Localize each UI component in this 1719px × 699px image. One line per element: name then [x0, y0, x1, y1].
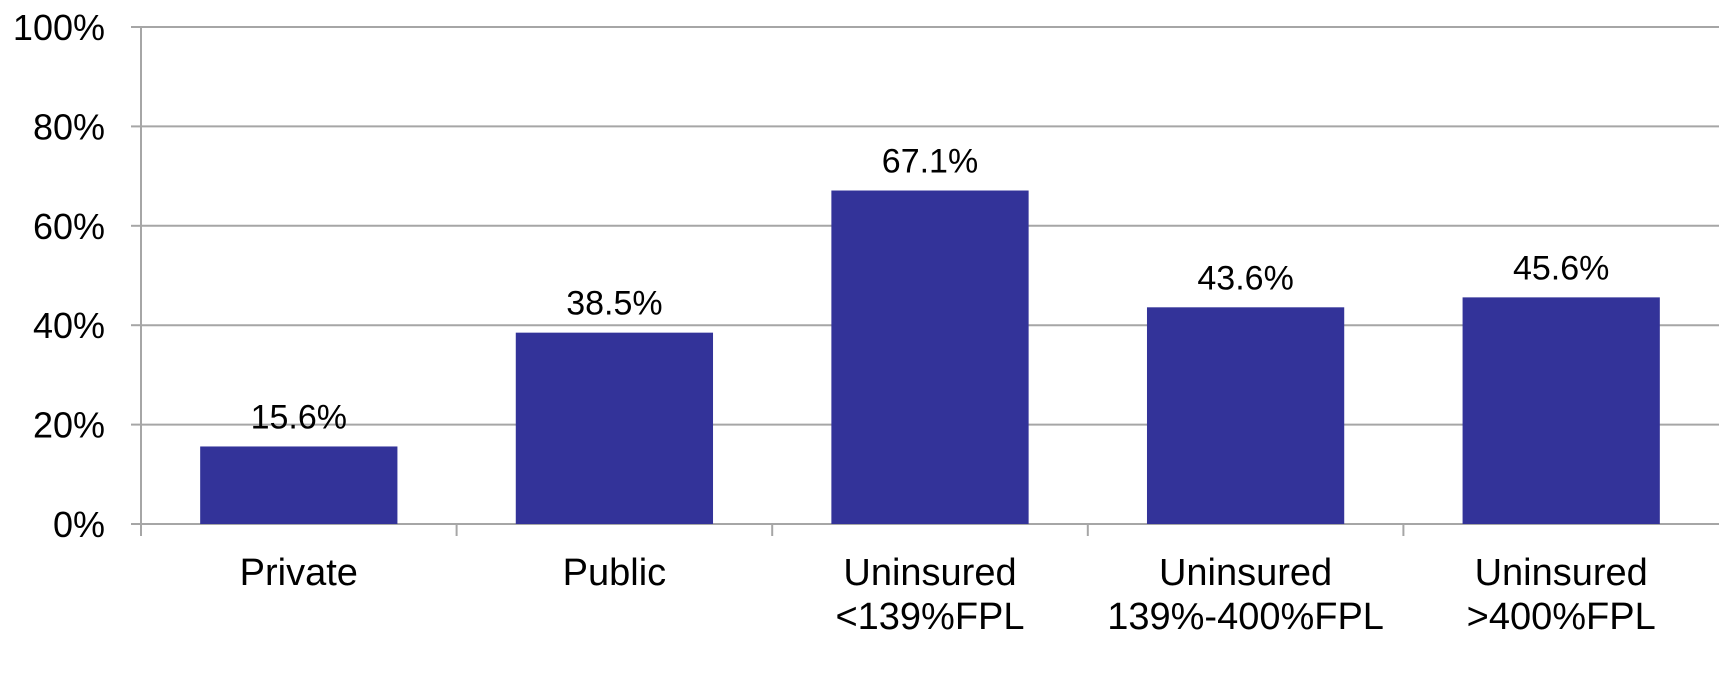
data-label: 38.5%	[566, 285, 662, 323]
labels: 0% 20% 40% 60% 80% 100% 15.6% Private 38.5% Publi…	[13, 7, 1656, 638]
category-label: Uninsured	[843, 552, 1016, 594]
category-label: Public	[563, 552, 667, 594]
y-tick-label: 100%	[13, 7, 105, 48]
bar	[1462, 297, 1660, 524]
y-tick-label: 60%	[33, 206, 105, 247]
bar	[515, 332, 714, 524]
data-label: 67.1%	[882, 143, 978, 181]
category-label: <139%FPL	[835, 596, 1024, 638]
data-label: 45.6%	[1513, 249, 1609, 287]
y-tick-label: 0%	[53, 504, 105, 545]
bar	[200, 446, 398, 524]
data-label: 43.6%	[1197, 259, 1293, 297]
y-tick-label: 20%	[33, 405, 105, 446]
category-label: Uninsured	[1159, 552, 1332, 594]
category-label: Private	[240, 552, 358, 594]
y-tick-label: 80%	[33, 106, 105, 147]
category-label: >400%FPL	[1467, 596, 1656, 638]
bar	[831, 190, 1029, 524]
category-label: Uninsured	[1475, 552, 1648, 594]
y-tick-label: 40%	[33, 305, 105, 346]
bars	[200, 190, 1660, 524]
data-label: 15.6%	[251, 398, 347, 436]
category-label: 139%-400%FPL	[1107, 596, 1384, 638]
bar	[1146, 307, 1345, 524]
